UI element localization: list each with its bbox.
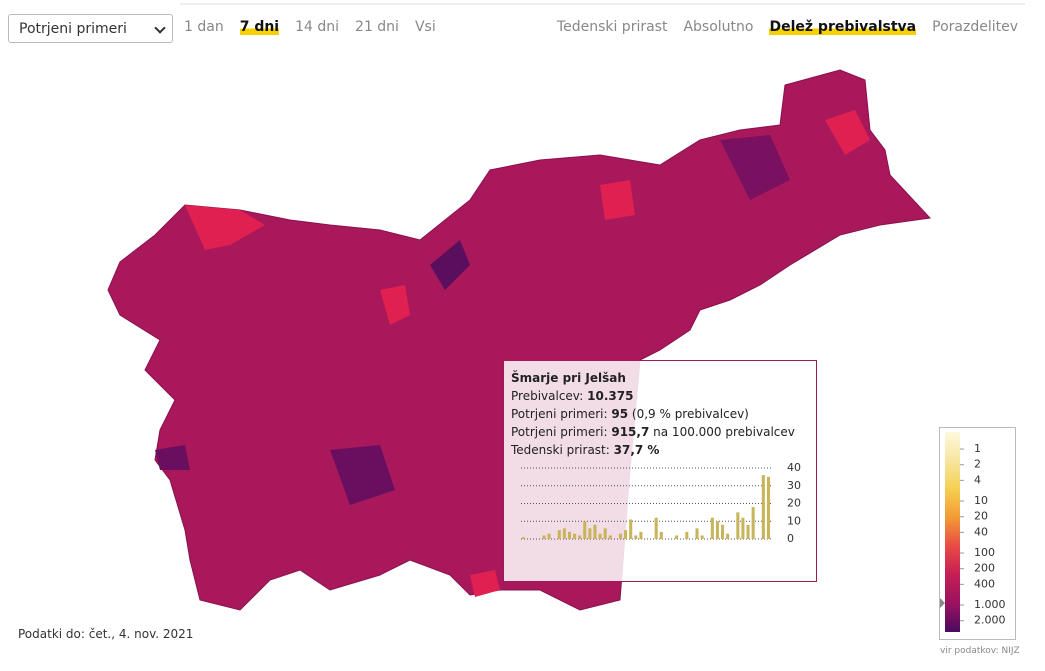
bar	[654, 517, 658, 539]
tooltip-row: Potrjeni primeri: 915,7 na 100.000 prebi…	[511, 423, 809, 441]
bar	[522, 537, 526, 539]
bar	[659, 531, 663, 539]
mini-chart: 0 10 20 30 40	[521, 461, 801, 545]
bar	[675, 535, 679, 539]
bar	[746, 524, 750, 539]
row-label: Tedenski prirast:	[511, 443, 610, 457]
legend-label: 20	[974, 510, 988, 523]
bar	[567, 531, 571, 539]
bar	[588, 528, 592, 539]
legend-label: 2	[974, 458, 981, 471]
bar	[766, 476, 770, 539]
row-value: 915,7	[611, 425, 650, 439]
region	[600, 180, 635, 220]
footer-source: vir podatkov: NIJZ	[940, 646, 1020, 656]
y-tick-label: 0	[787, 532, 794, 545]
bar	[573, 533, 577, 539]
bar	[710, 517, 714, 539]
region	[330, 445, 395, 505]
bar	[583, 521, 587, 539]
bar	[721, 524, 725, 539]
bar	[761, 475, 765, 539]
region	[380, 285, 410, 325]
tab[interactable]: 7 dni	[239, 19, 280, 35]
legend-label: 100	[974, 546, 995, 559]
row-value: 95	[611, 407, 629, 421]
bar	[715, 521, 719, 539]
row-value: 10.375	[587, 389, 634, 403]
tab[interactable]: Porazdelitev	[932, 19, 1018, 35]
legend-label: 400	[974, 577, 995, 590]
bar	[593, 524, 597, 539]
y-tick-label: 40	[787, 461, 801, 474]
legend-label: 10	[974, 494, 988, 507]
tooltip-title: Šmarje pri Jelšah	[511, 371, 626, 385]
tab[interactable]: 1 dan	[184, 19, 224, 35]
row-label: Potrjeni primeri:	[511, 407, 608, 421]
tab[interactable]: 21 dni	[355, 19, 399, 35]
legend-label: 1	[974, 442, 981, 455]
tab[interactable]: Vsi	[414, 19, 436, 35]
tooltip: Šmarje pri Jelšah Prebivalcev: 10.375 Pot…	[503, 360, 817, 582]
region	[470, 570, 500, 597]
bar	[618, 533, 623, 539]
y-tick-label: 30	[787, 479, 801, 492]
bar	[603, 528, 607, 539]
bar	[736, 512, 740, 539]
tooltip-row: Potrjeni primeri: 95 (0,9 % prebivalcev)	[511, 405, 809, 423]
bar	[598, 533, 602, 539]
value-marker	[940, 598, 945, 609]
bar	[629, 519, 633, 539]
bar	[634, 535, 638, 539]
bar	[547, 533, 551, 539]
row-value: 37,7 %	[613, 443, 660, 457]
row-note: na 100.000 prebivalcev	[653, 425, 795, 439]
legend-scale: 1 2 4 10 20 40 100 200 400 1.000 2.000	[940, 432, 1006, 632]
row-note: (0,9 % prebivalcev)	[631, 407, 749, 421]
period-tabs: 1 dan 7 dni 14 dni 21 dni Vsi	[184, 19, 436, 35]
legend-label: 40	[974, 525, 988, 538]
view-tabs: Tedenski prirast Absolutno Delež prebivals…	[557, 19, 1018, 35]
tab[interactable]: Tedenski prirast	[556, 19, 668, 35]
legend-label: 4	[974, 473, 981, 486]
bar	[608, 535, 612, 539]
y-tick-label: 20	[787, 497, 801, 510]
region	[825, 110, 870, 155]
region	[720, 135, 790, 200]
legend-label: 1.000	[974, 598, 1006, 611]
region	[155, 445, 190, 470]
bar	[695, 528, 699, 539]
y-tick-label: 10	[787, 514, 801, 527]
bar	[726, 533, 730, 539]
bar	[624, 530, 628, 539]
bar	[741, 517, 745, 539]
row-label: Potrjeni primeri:	[511, 425, 608, 439]
bar	[562, 528, 566, 539]
bar	[639, 531, 643, 539]
legend: 1 2 4 10 20 40 100 200 400 1.000 2.000	[939, 427, 1016, 640]
legend-label: 200	[974, 562, 995, 575]
bar	[557, 530, 561, 539]
bar	[685, 531, 689, 539]
slovenia	[107, 69, 932, 611]
color-bar	[945, 432, 960, 632]
bar	[542, 535, 546, 539]
bar	[751, 507, 755, 539]
tab[interactable]: 14 dni	[295, 19, 340, 35]
region	[430, 240, 470, 290]
bar	[700, 535, 704, 539]
legend-label: 2.000	[974, 614, 1006, 627]
tooltip-row: Prebivalcev: 10.375	[511, 387, 809, 405]
tooltip-row: Tedenski prirast: 37,7 %	[511, 441, 809, 459]
region	[185, 205, 265, 250]
footer-date: Podatki do: čet., 4. nov. 2021	[18, 627, 194, 641]
bar	[578, 535, 582, 539]
dataset-select[interactable]: Potrjeni primeri	[8, 14, 173, 43]
tab[interactable]: Delež prebivalstva	[769, 19, 917, 35]
row-label: Prebivalcev:	[511, 389, 584, 403]
tab[interactable]: Absolutno	[683, 19, 754, 35]
